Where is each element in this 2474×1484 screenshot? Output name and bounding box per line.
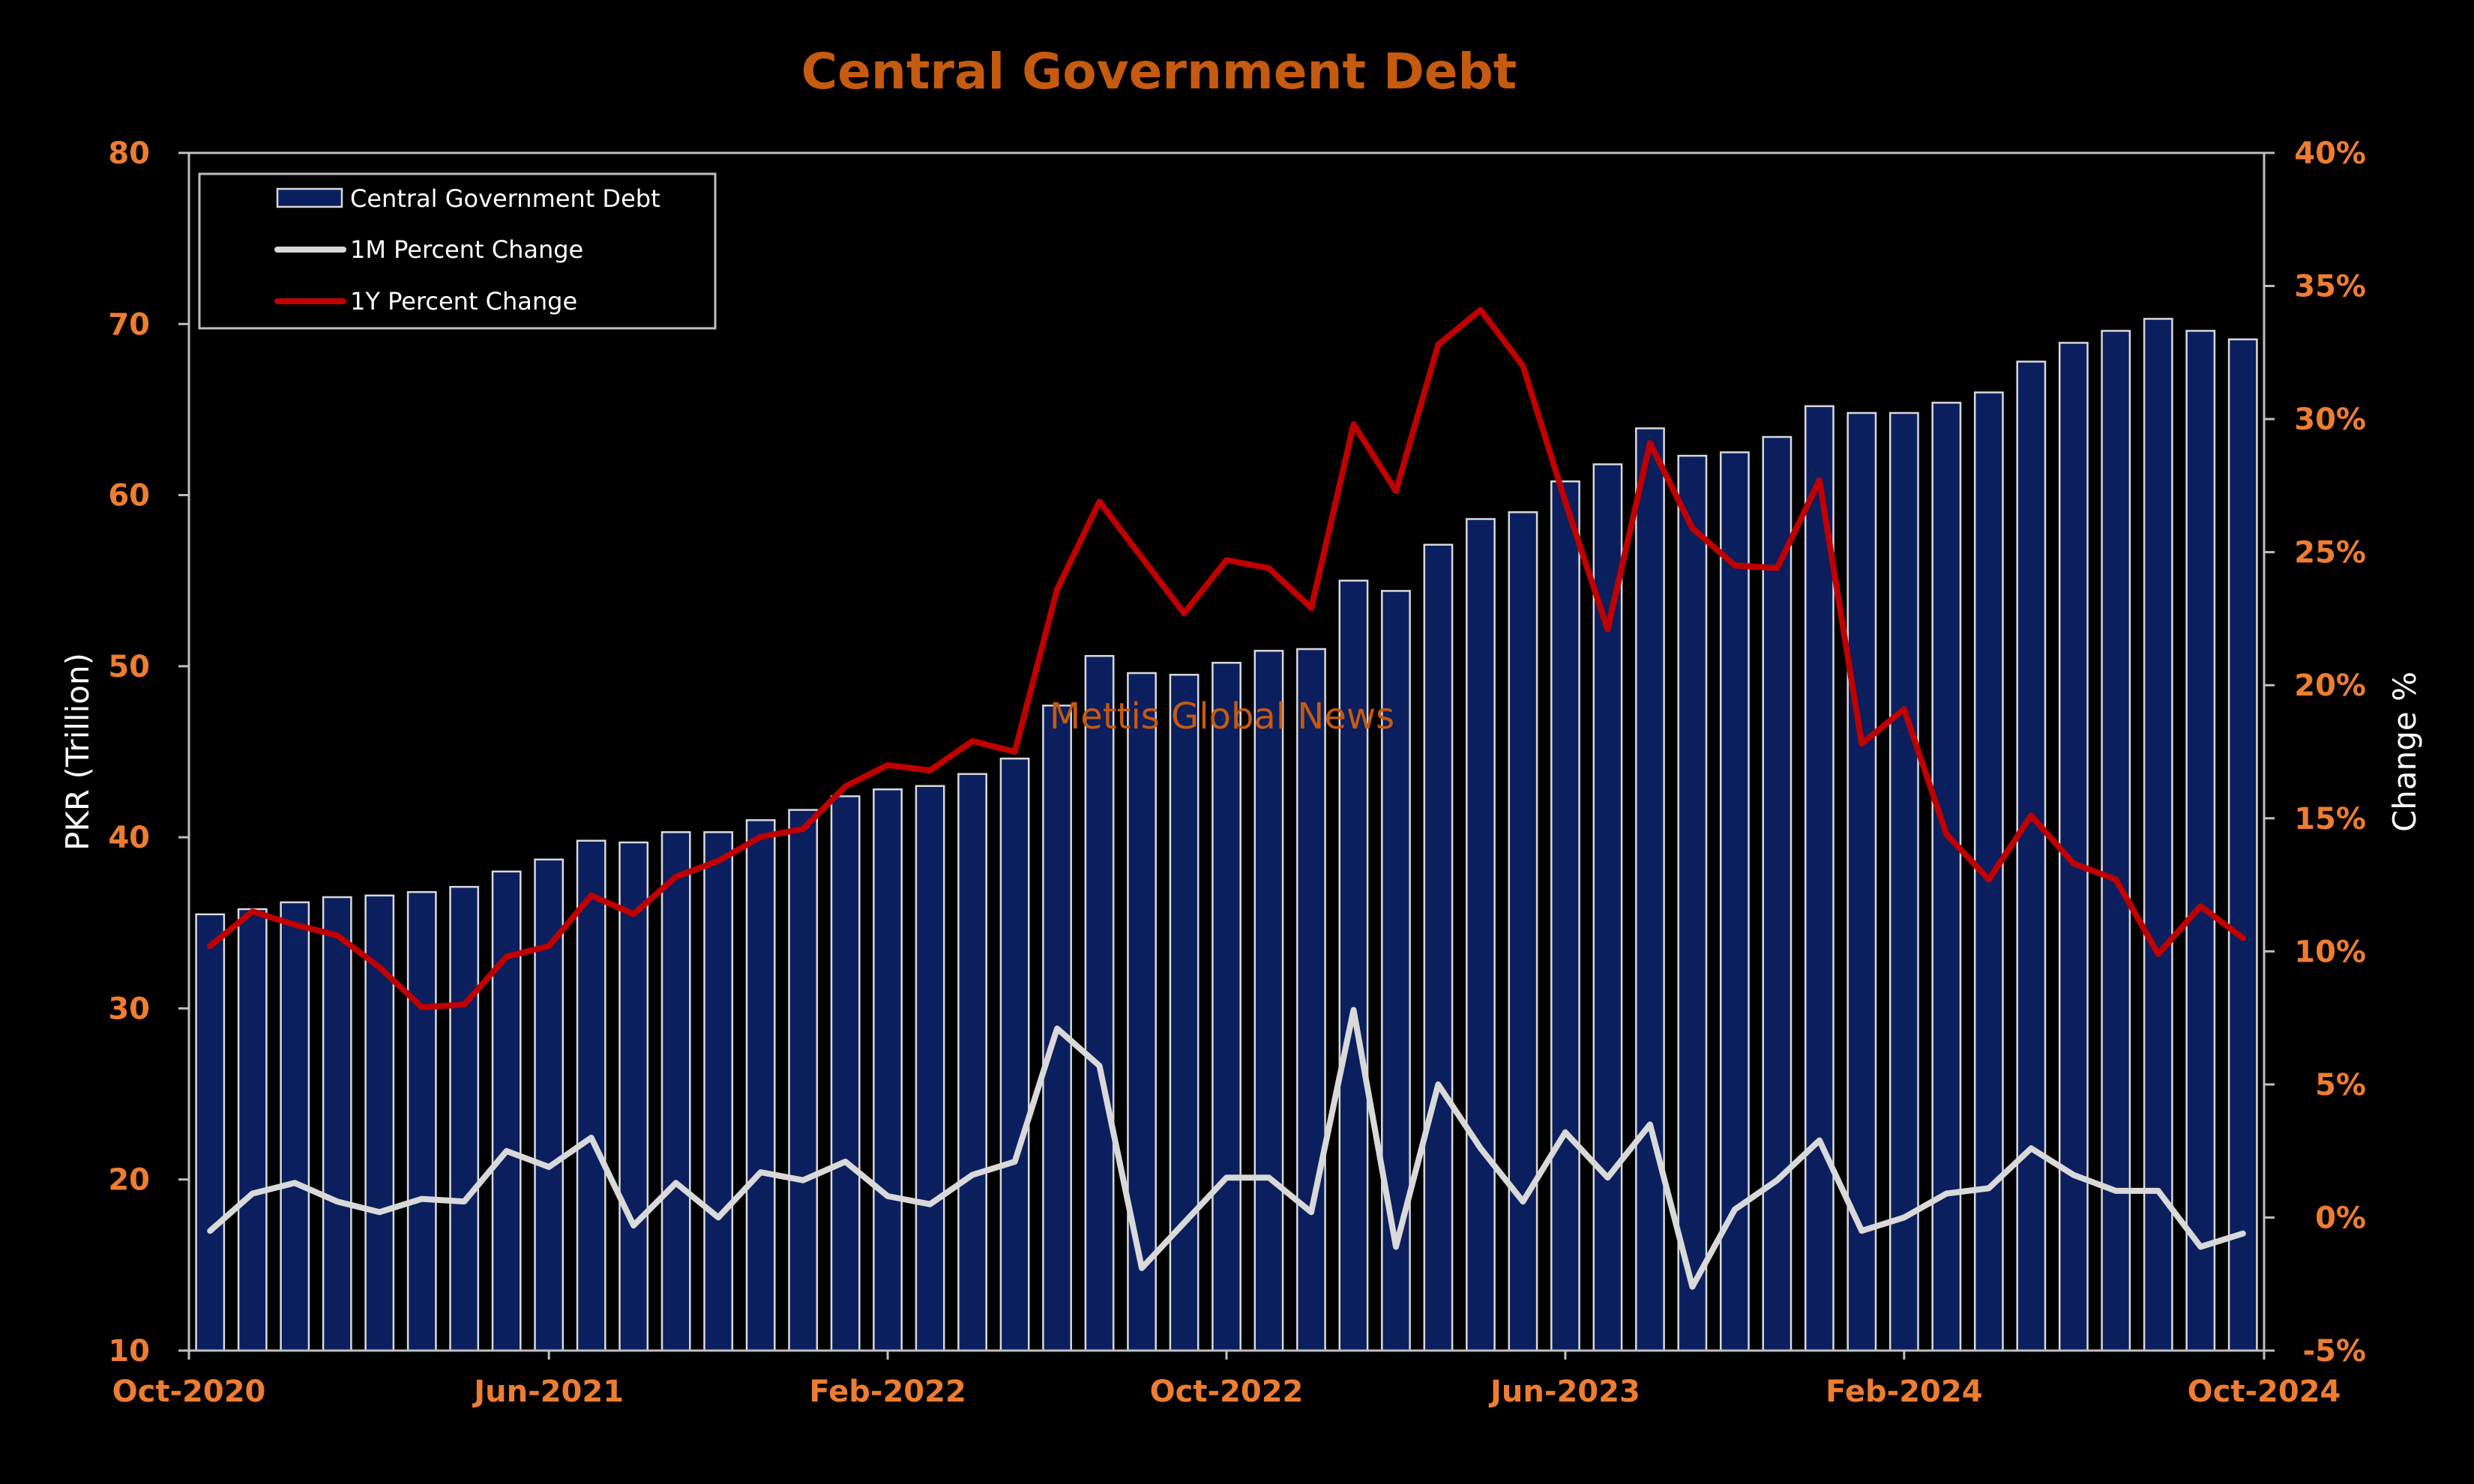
bar-Dec-2023: [1804, 405, 1835, 1352]
legend-label-debt: Central Government Debt: [350, 184, 660, 213]
left-tick-label: 60: [108, 479, 150, 513]
right-y-ticks: -5% 0% 5% 10% 15% 20% 25% 30% 35% 40%: [2264, 136, 2366, 1369]
bar-Jul-2024: [2101, 330, 2131, 1352]
bar-Apr-2021: [449, 886, 480, 1352]
line-1m-percent-change: [207, 1007, 2246, 1290]
bar-May-2021: [491, 870, 522, 1352]
x-tick-label: Oct-2024: [2188, 1375, 2341, 1409]
bar-Jul-2023: [1592, 463, 1623, 1352]
x-tick-label: Oct-2022: [1150, 1375, 1304, 1409]
bar-Nov-2023: [1762, 435, 1793, 1352]
right-tick-label: 30%: [2294, 402, 2366, 437]
bar-Apr-2023: [1466, 518, 1496, 1352]
right-tick-label: 0%: [2315, 1201, 2366, 1235]
percent-change-lines: [207, 307, 2246, 1290]
left-tick-label: 50: [108, 650, 150, 684]
right-tick-label: 5%: [2315, 1068, 2366, 1103]
bar-Jan-2024: [1847, 411, 1877, 1352]
left-y-axis-title: PKR (Trillion): [59, 653, 96, 851]
bar-Aug-2023: [1635, 427, 1665, 1352]
bar-May-2023: [1508, 511, 1538, 1352]
x-tick-label: Feb-2022: [809, 1375, 966, 1409]
left-tick-label: 70: [108, 307, 150, 342]
legend-label-1y: 1Y Percent Change: [350, 287, 577, 316]
bar-Sep-2022: [1169, 674, 1200, 1352]
bar-Oct-2021: [703, 831, 734, 1352]
bar-Sep-2023: [1677, 454, 1708, 1352]
legend: Central Government Debt 1M Percent Chang…: [198, 172, 717, 330]
bar-Dec-2022: [1296, 648, 1326, 1352]
right-tick-label: 35%: [2294, 270, 2366, 304]
left-tick-label: 40: [108, 821, 150, 855]
left-tick-label: 30: [108, 992, 150, 1026]
bar-Aug-2022: [1127, 672, 1157, 1352]
bar-Mar-2022: [915, 785, 945, 1352]
chart-title: Central Government Debt: [801, 43, 1517, 100]
watermark-annotation: Mettis Global News: [1050, 696, 1394, 738]
bar-May-2022: [999, 757, 1030, 1352]
bar-Aug-2024: [2143, 318, 2173, 1352]
bar-Jul-2021: [576, 839, 607, 1352]
bar-Mar-2021: [406, 890, 437, 1352]
bar-Dec-2021: [788, 809, 819, 1352]
bar-Feb-2024: [1888, 411, 1919, 1352]
right-y-axis-title: Change %: [2386, 672, 2423, 832]
line-1y-percent-change: [207, 307, 2246, 1010]
right-tick-label: -5%: [2302, 1334, 2366, 1369]
legend-label-1m: 1M Percent Change: [350, 235, 583, 264]
bar-Nov-2021: [745, 819, 776, 1352]
left-tick-label: 80: [108, 136, 150, 171]
x-tick-label: Oct-2020: [112, 1375, 266, 1409]
legend-swatch-debt: [276, 187, 343, 208]
bar-Oct-2023: [1719, 451, 1750, 1352]
bar-Nov-2022: [1253, 650, 1284, 1352]
left-tick-label: 10: [108, 1334, 150, 1369]
bar-Jun-2021: [534, 858, 565, 1352]
bar-Dec-2020: [280, 901, 310, 1352]
debt-bars: [195, 318, 2258, 1352]
bar-Jun-2023: [1550, 480, 1580, 1352]
bar-Oct-2024: [2227, 338, 2258, 1352]
right-tick-label: 20%: [2294, 669, 2366, 703]
bar-Jul-2022: [1084, 654, 1115, 1352]
x-tick-label: Feb-2024: [1826, 1375, 1982, 1409]
x-ticks: Oct-2020 Jun-2021 Feb-2022 Oct-2022 Jun-2023…: [112, 1351, 2341, 1409]
bar-Jan-2022: [830, 795, 861, 1352]
bar-Mar-2024: [1931, 402, 1962, 1352]
x-tick-label: Jun-2023: [1488, 1375, 1640, 1409]
bar-Sep-2021: [660, 831, 691, 1352]
left-tick-label: 20: [108, 1163, 150, 1198]
right-tick-label: 40%: [2294, 136, 2366, 171]
bar-Oct-2020: [195, 913, 226, 1352]
left-y-ticks: 10 20 30 40 50 60 70 80: [108, 136, 189, 1369]
right-tick-label: 15%: [2294, 802, 2366, 836]
bar-May-2024: [2016, 361, 2047, 1352]
bar-Apr-2022: [957, 773, 987, 1352]
bar-Aug-2021: [618, 841, 649, 1352]
bar-Jun-2024: [2058, 342, 2089, 1352]
x-tick-label: Jun-2021: [472, 1375, 624, 1409]
bar-Sep-2024: [2185, 330, 2216, 1352]
bar-Jan-2021: [322, 896, 352, 1352]
bar-Jan-2023: [1338, 579, 1369, 1352]
bar-Oct-2022: [1212, 662, 1241, 1352]
right-tick-label: 10%: [2294, 935, 2366, 969]
bar-Nov-2020: [237, 908, 268, 1352]
bar-Feb-2022: [873, 788, 903, 1352]
bar-Mar-2023: [1423, 543, 1454, 1352]
right-tick-label: 25%: [2294, 536, 2366, 570]
